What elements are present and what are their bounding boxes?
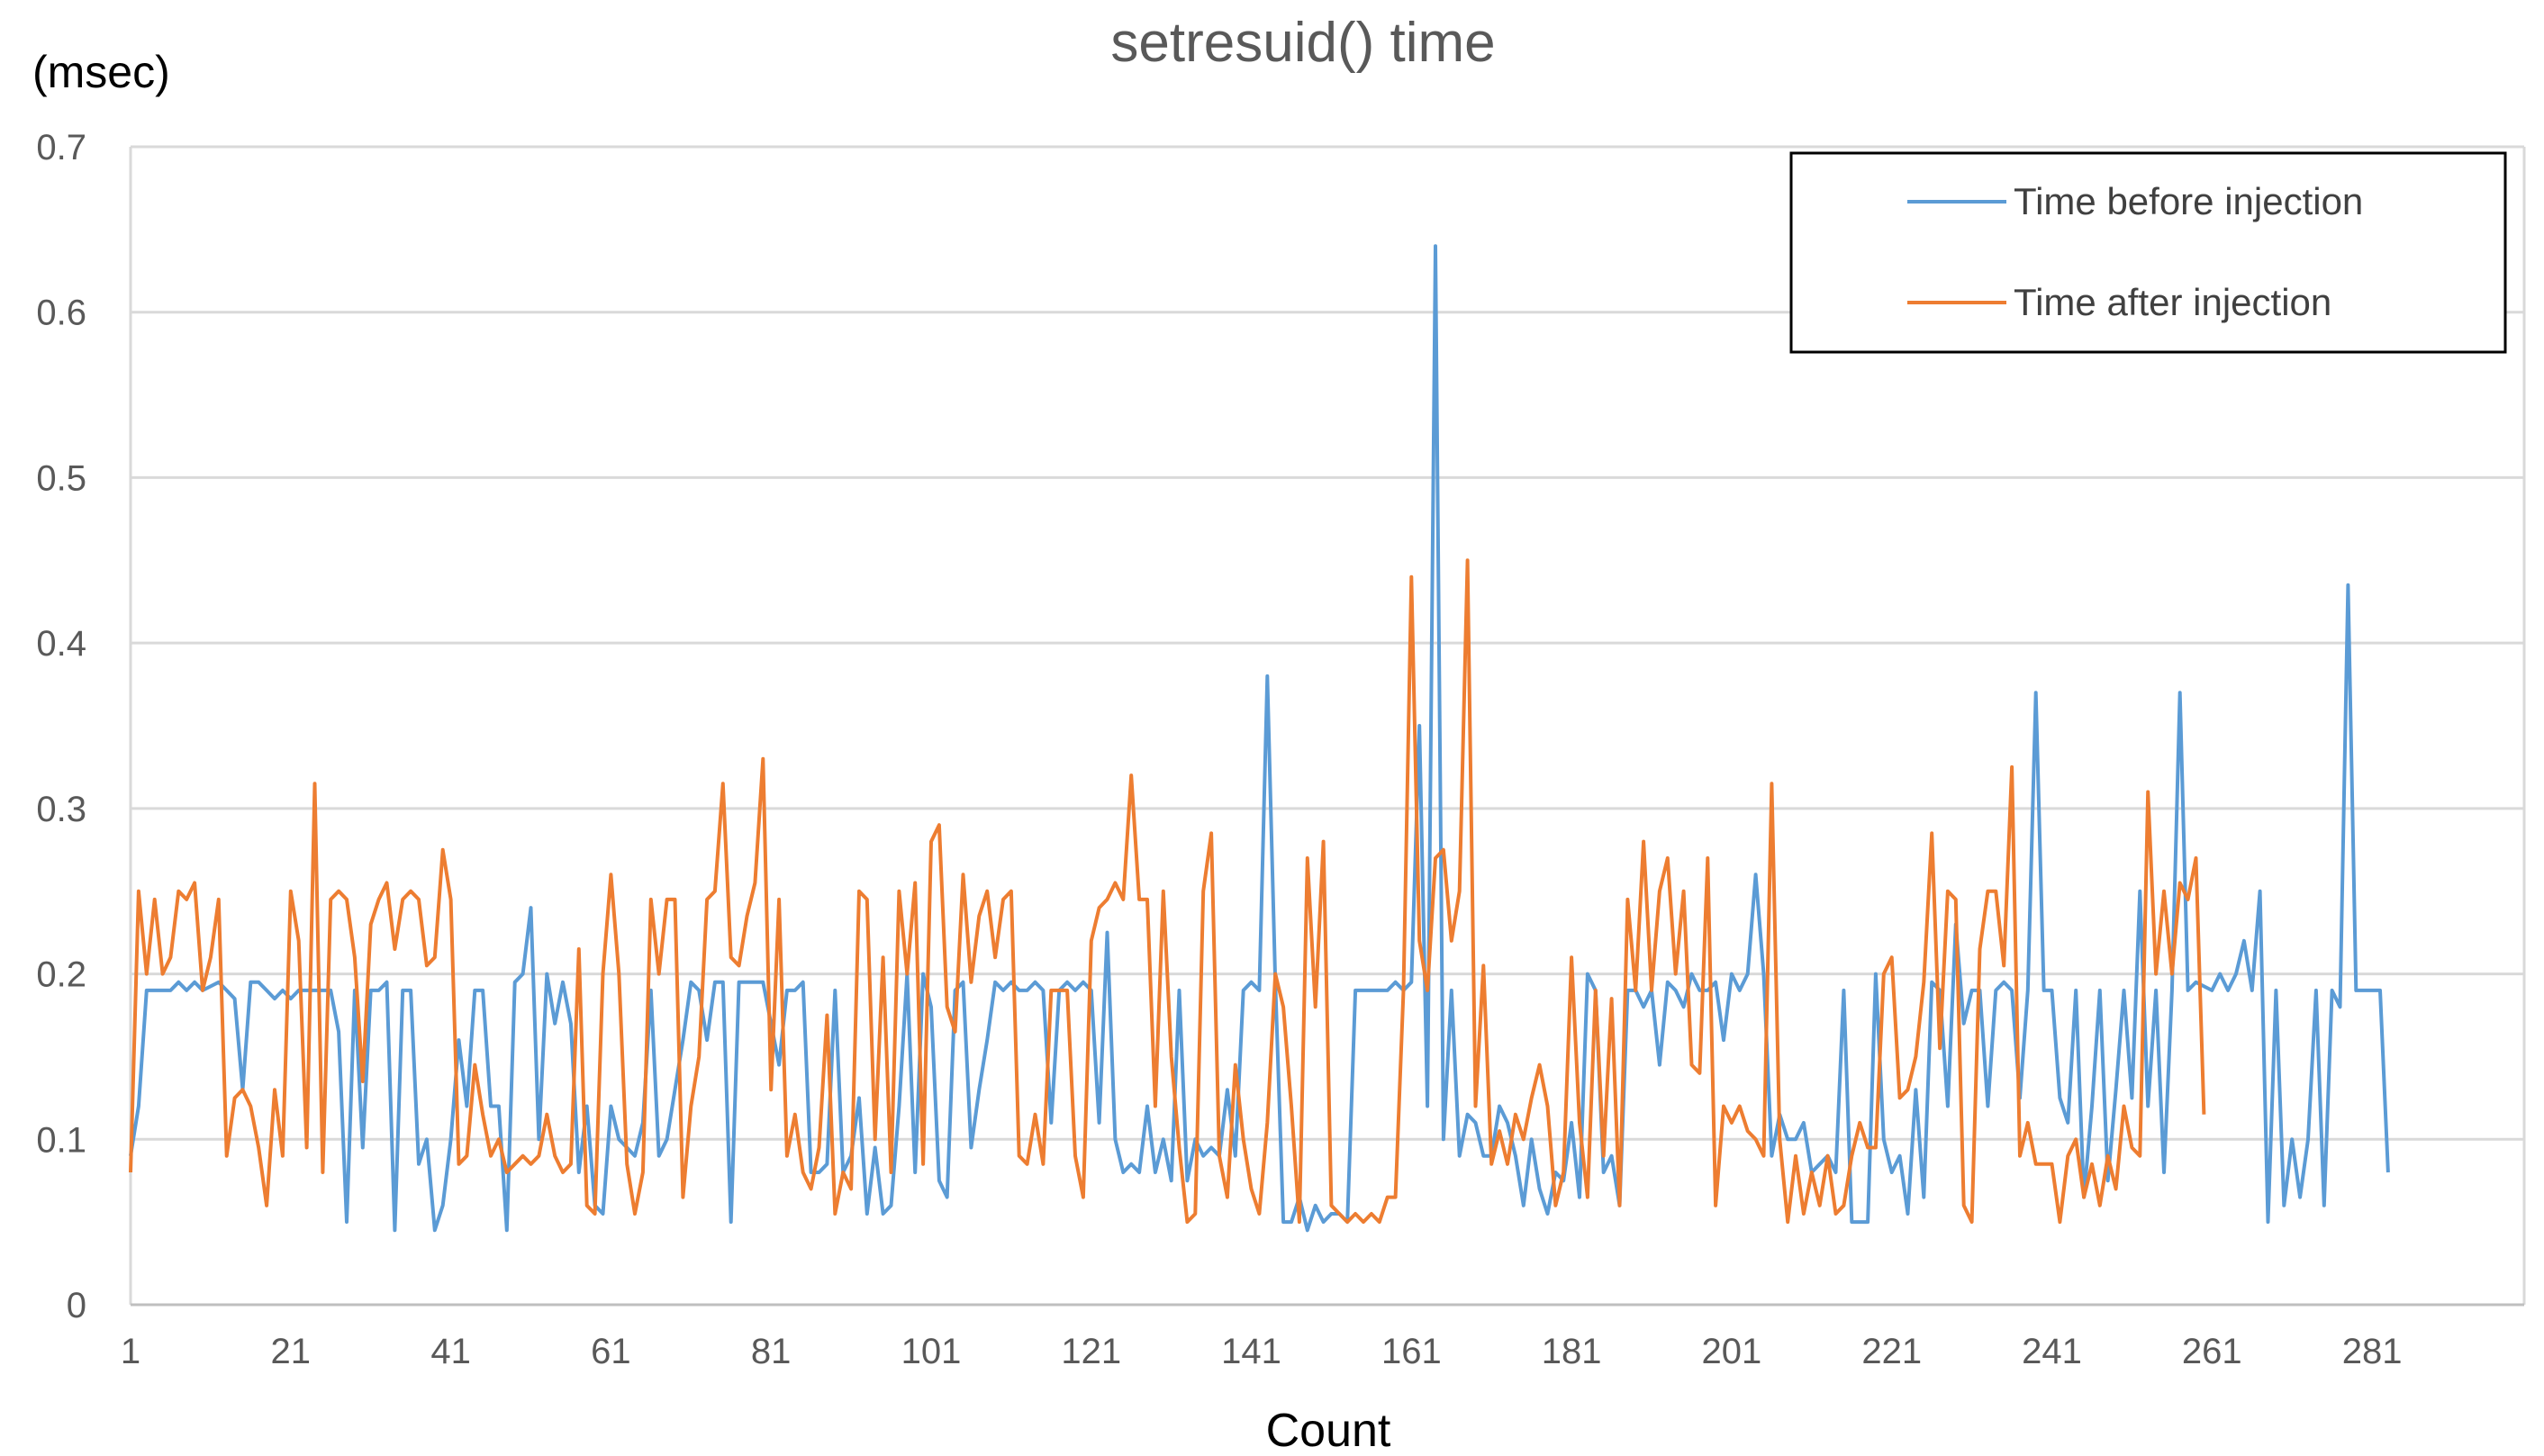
x-tick-label: 261 (2182, 1332, 2242, 1371)
legend-label: Time after injection (2014, 281, 2331, 323)
series-lines (129, 244, 2390, 1233)
y-tick-label: 0.3 (36, 790, 86, 829)
x-tick-label: 161 (1381, 1332, 1442, 1371)
y-tick-label: 0.1 (36, 1120, 86, 1160)
x-tick-label: 101 (901, 1332, 962, 1371)
x-tick-label: 141 (1221, 1332, 1281, 1371)
y-tick-label: 0.5 (36, 458, 86, 498)
chart-title: setresuid() time (1110, 12, 1495, 74)
x-axis-ticks: 1 21 41 61 81 101 121 141 161 181 201 221 241 261 281 (121, 1332, 2403, 1371)
y-tick-label: 0.6 (36, 294, 86, 333)
x-tick-label: 121 (1061, 1332, 1121, 1371)
y-axis-unit-label: (msec) (32, 47, 170, 97)
x-tick-label: 61 (591, 1332, 631, 1371)
x-tick-label: 1 (121, 1332, 140, 1371)
series-line-before (129, 244, 2390, 1233)
legend-label: Time before injection (2014, 180, 2363, 222)
x-tick-label: 241 (2022, 1332, 2082, 1371)
series-line-after (129, 558, 2206, 1225)
x-tick-label: 221 (1861, 1332, 1922, 1371)
x-axis-label: Count (1266, 1405, 1391, 1456)
x-tick-label: 81 (751, 1332, 792, 1371)
y-tick-label: 0.2 (36, 955, 86, 995)
y-tick-label: 0.7 (36, 128, 86, 167)
legend: Time before injection Time after injectio… (1789, 151, 2507, 354)
legend-box (1789, 151, 2507, 354)
x-tick-label: 181 (1542, 1332, 1602, 1371)
x-tick-label: 201 (1702, 1332, 1762, 1371)
x-tick-label: 41 (430, 1332, 471, 1371)
y-tick-label: 0.4 (36, 624, 86, 664)
x-tick-label: 281 (2342, 1332, 2403, 1371)
y-tick-label: 0 (67, 1286, 86, 1325)
y-axis-ticks: 0 0.1 0.2 0.3 0.4 0.5 0.6 0.7 (36, 128, 86, 1325)
x-tick-label: 21 (271, 1332, 312, 1371)
